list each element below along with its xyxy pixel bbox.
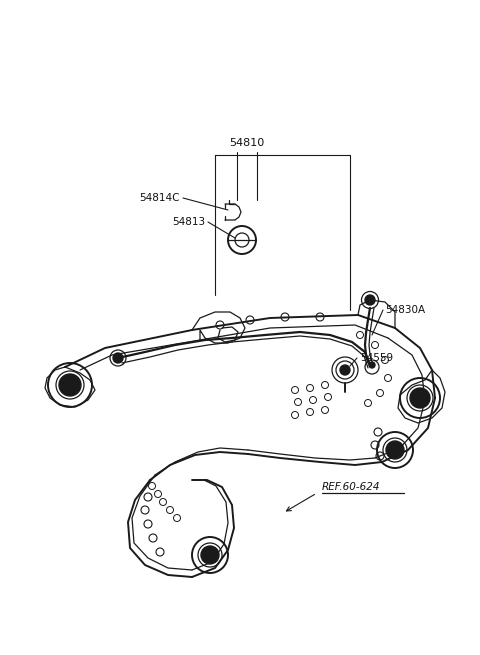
Text: 54810: 54810 [229, 138, 264, 148]
Text: 54814C: 54814C [140, 193, 180, 203]
Circle shape [365, 295, 375, 305]
Circle shape [113, 353, 123, 363]
Circle shape [369, 362, 375, 368]
Circle shape [386, 441, 404, 459]
Circle shape [59, 374, 81, 396]
Text: REF.60-624: REF.60-624 [322, 482, 381, 492]
Circle shape [410, 388, 430, 408]
Text: 54813: 54813 [172, 217, 205, 227]
Circle shape [201, 546, 219, 564]
Text: 54830A: 54830A [385, 305, 425, 315]
Circle shape [340, 365, 350, 375]
Text: 54559: 54559 [360, 353, 393, 363]
